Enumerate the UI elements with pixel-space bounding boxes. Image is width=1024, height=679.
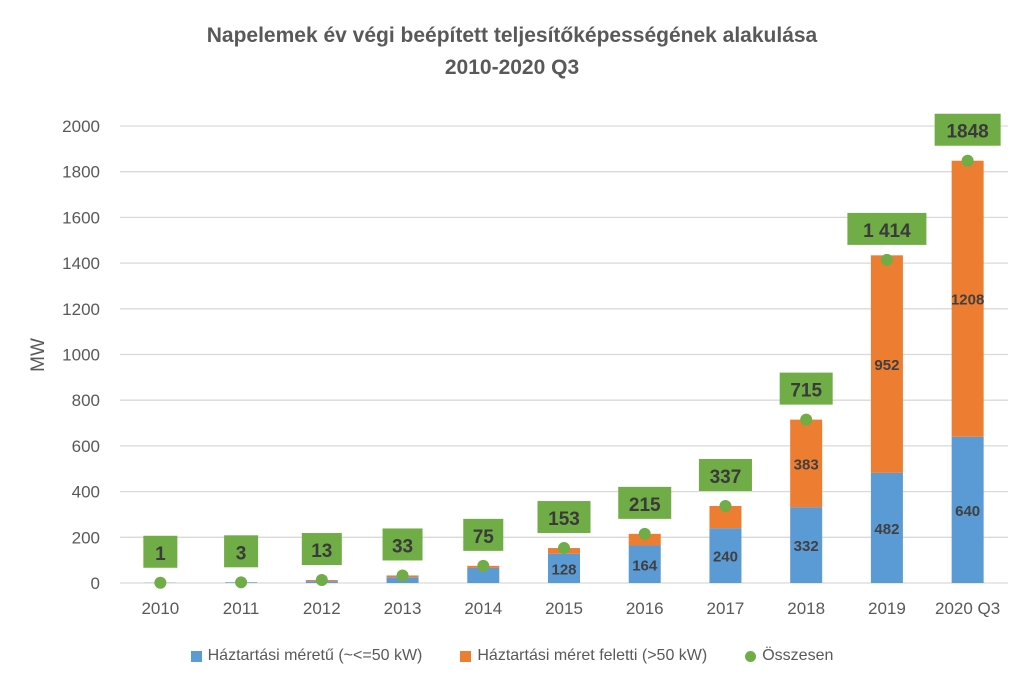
y-tick-label: 600: [72, 437, 100, 456]
legend: Háztartási méretű (~<=50 kW) Háztartási …: [0, 647, 1024, 665]
total-label-box: [537, 501, 591, 534]
legend-swatch: [460, 650, 472, 662]
bar-household: [628, 545, 661, 583]
y-tick-label: 1600: [62, 208, 100, 227]
total-point: [154, 576, 167, 589]
legend-label: Összesen: [762, 647, 834, 664]
total-label-box: [618, 486, 672, 519]
bar-above-household: [870, 255, 903, 473]
bar-household: [870, 472, 903, 583]
bar-above-household: [951, 160, 984, 437]
y-axis-label: MW: [28, 338, 49, 372]
total-label-box: [698, 458, 752, 491]
total-point: [477, 559, 490, 572]
total-label-box: [301, 533, 342, 566]
legend-item-above-household: Háztartási méret feletti (>50 kW): [460, 647, 707, 665]
bar-household: [709, 528, 742, 583]
x-tick-label: 2011: [223, 599, 260, 618]
y-tick-label: 1800: [62, 163, 100, 182]
legend-marker: [745, 650, 757, 662]
bar-label-household: 640: [955, 503, 980, 520]
y-tick-label: 1000: [62, 346, 100, 365]
y-tick-label: 400: [72, 483, 100, 502]
bar-household: [467, 567, 500, 583]
total-label: 337: [710, 467, 742, 488]
total-label-box: [463, 518, 504, 551]
total-label-box: [934, 113, 1001, 146]
total-label: 215: [629, 495, 661, 516]
total-point: [396, 569, 409, 582]
x-tick-label: 2012: [303, 599, 341, 618]
legend-label: Háztartási méretű (~<=50 kW): [207, 647, 423, 664]
legend-item-household: Háztartási méretű (~<=50 kW): [190, 647, 423, 665]
bar-label-above-household: 952: [874, 357, 899, 374]
y-tick-label: 1200: [62, 300, 100, 319]
bar-label-household: 240: [713, 549, 738, 566]
bar-above-household: [790, 419, 823, 508]
y-tick-label: 2000: [62, 117, 100, 136]
y-tick-label: 0: [91, 574, 100, 593]
legend-item-total: Összesen: [745, 647, 833, 665]
total-label: 75: [473, 527, 495, 548]
x-tick-label: 2013: [384, 599, 422, 618]
bar-label-household: 332: [794, 538, 819, 555]
total-label: 1 414: [863, 221, 911, 242]
y-tick-label: 800: [72, 391, 100, 410]
x-tick-label: 2010: [141, 599, 179, 618]
bar-household: [790, 507, 823, 583]
total-point: [719, 499, 732, 512]
total-label-box: [382, 528, 423, 561]
total-label: 1848: [946, 122, 988, 143]
bar-label-household: 482: [874, 521, 899, 538]
x-tick-label: 2016: [626, 599, 664, 618]
y-tick-label: 200: [72, 528, 100, 547]
total-label-box: [779, 372, 833, 405]
bar-household: [548, 553, 580, 583]
bar-label-household: 164: [632, 557, 658, 574]
total-point: [800, 413, 813, 426]
total-label: 1: [155, 544, 166, 565]
chart-title: Napelemek év végi beépített teljesítőkép…: [206, 24, 818, 47]
total-label: 13: [311, 541, 332, 562]
bar-household: [951, 436, 984, 583]
total-label: 33: [392, 536, 413, 557]
x-tick-label: 2019: [868, 599, 906, 618]
total-label: 3: [236, 543, 247, 564]
total-label-box: [143, 535, 178, 568]
x-tick-label: 2014: [464, 599, 502, 618]
total-point: [315, 574, 328, 587]
total-label-box: [847, 212, 927, 245]
legend-label: Háztartási méret feletti (>50 kW): [477, 647, 708, 664]
total-label: 715: [790, 381, 822, 402]
legend-swatch: [190, 650, 202, 662]
chart-subtitle: 2010-2020 Q3: [444, 56, 580, 79]
bar-label-above-household: 1208: [951, 292, 984, 309]
x-tick-label: 2015: [545, 599, 583, 618]
x-tick-label: 2017: [707, 599, 745, 618]
bar-label-above-household: 383: [794, 456, 819, 473]
bar-above-household: [709, 505, 742, 529]
x-tick-label: 2018: [787, 599, 825, 618]
x-tick-label: 2020 Q3: [935, 599, 1000, 618]
bar-label-household: 128: [551, 561, 576, 578]
total-point: [235, 576, 248, 589]
total-label: 153: [548, 509, 580, 530]
total-point: [961, 154, 974, 167]
total-point: [638, 527, 651, 540]
total-label-box: [224, 535, 259, 568]
total-point: [558, 542, 570, 555]
total-point: [880, 253, 893, 266]
y-tick-label: 1400: [62, 254, 100, 273]
